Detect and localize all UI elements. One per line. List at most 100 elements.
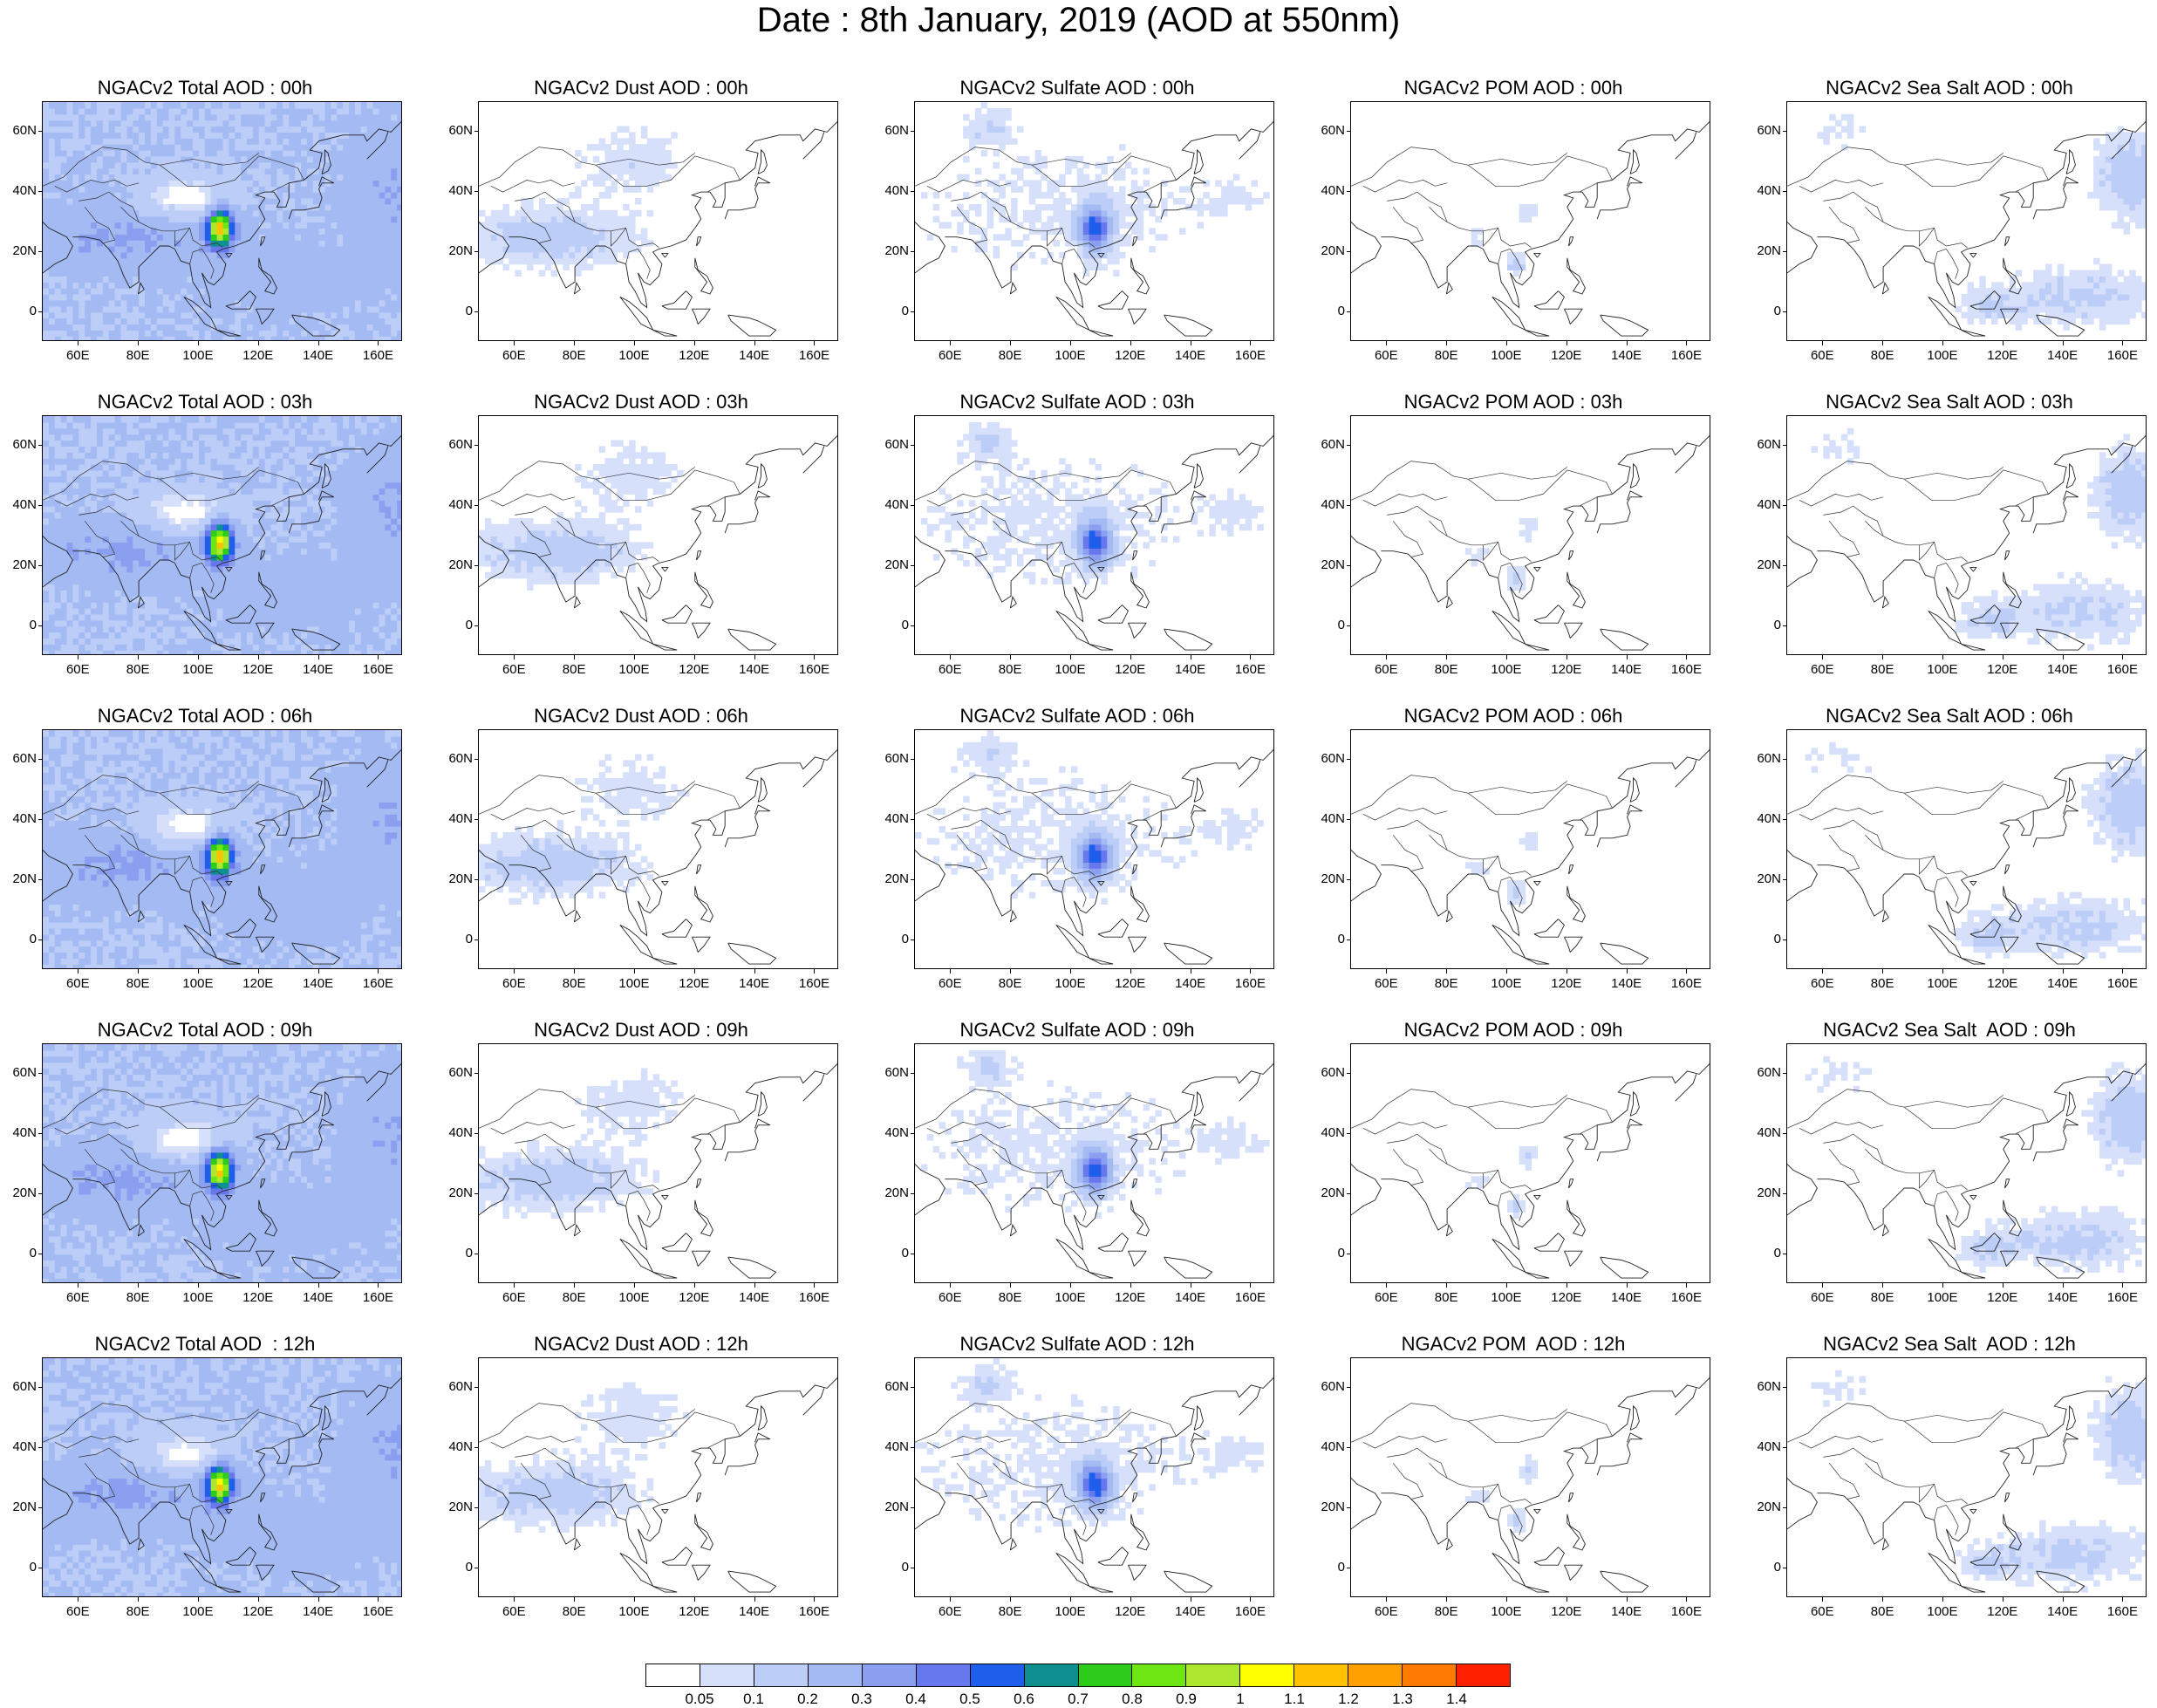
aod-cell (169, 638, 176, 645)
aod-cell (2021, 294, 2028, 301)
aod-cell (641, 144, 648, 151)
aod-cell (78, 524, 85, 531)
aod-cell (319, 300, 326, 307)
aod-cell (1071, 222, 1078, 229)
aod-cell (126, 330, 133, 337)
aod-cell (139, 132, 146, 139)
aod-cell (109, 530, 116, 537)
aod-cell (373, 120, 380, 127)
aod-cell (1179, 186, 1186, 193)
aod-cell (283, 150, 290, 157)
aod-cell (187, 312, 194, 319)
aod-cell (539, 270, 546, 277)
aod-cell (199, 216, 206, 223)
aod-cell (169, 464, 176, 471)
aod-cell (169, 530, 176, 537)
aod-cell (2016, 324, 2023, 331)
aod-cell (169, 294, 176, 301)
aod-cell (1513, 264, 1520, 271)
aod-cell (295, 234, 302, 241)
aod-cell (72, 441, 79, 447)
aod-cell (599, 222, 606, 229)
aod-cell (301, 246, 308, 253)
panel-title: NGACv2 Total AOD : 03h (0, 391, 410, 417)
aod-cell (193, 632, 200, 639)
aod-cell (593, 246, 600, 253)
aod-cell (491, 216, 498, 223)
aod-cell (67, 434, 74, 441)
aod-cell (199, 174, 206, 181)
aod-cell (1119, 144, 1126, 151)
aod-cell (151, 306, 158, 313)
aod-cell (115, 180, 122, 187)
aod-cell (1071, 234, 1078, 241)
aod-cell (993, 138, 1000, 145)
aod-cell (133, 246, 140, 253)
aod-cell (163, 318, 170, 325)
aod-cell (115, 306, 122, 313)
aod-cell (157, 186, 164, 193)
aod-cell (157, 132, 164, 139)
aod-cell (1053, 186, 1060, 193)
aod-cell (91, 488, 98, 495)
aod-cell (276, 102, 283, 109)
aod-cell (993, 252, 1000, 259)
x-tick-label: 160E (1228, 348, 1272, 364)
aod-cell (343, 210, 350, 217)
aod-cell (373, 150, 380, 157)
aod-cell (635, 198, 642, 205)
aod-cell (289, 288, 296, 295)
aod-cell (563, 246, 570, 253)
y-tick-label: 60N (1746, 123, 1781, 139)
aod-cell (103, 210, 110, 217)
aod-cell (67, 428, 74, 435)
aod-cell (85, 240, 92, 247)
aod-cell (133, 294, 140, 301)
aod-cell (43, 476, 50, 483)
aod-cell (331, 168, 338, 175)
aod-cell (109, 144, 116, 151)
aod-cell (557, 216, 564, 223)
aod-cell (2112, 162, 2119, 169)
aod-cell (2129, 300, 2136, 307)
aod-cell (145, 602, 152, 609)
y-tick-label: 60N (874, 123, 909, 139)
aod-cell (229, 264, 235, 271)
aod-cell (78, 264, 85, 271)
aod-cell (126, 458, 133, 465)
aod-cell (253, 114, 260, 121)
aod-cell (2070, 300, 2077, 307)
aod-cell (1065, 222, 1072, 229)
aod-cell (241, 174, 248, 181)
aod-cell (145, 114, 152, 121)
aod-cell (551, 270, 558, 277)
aod-cell (151, 318, 158, 325)
aod-cell (2099, 156, 2106, 163)
x-tick-label: 60E (928, 348, 972, 364)
aod-cell (139, 512, 146, 519)
aod-cell (121, 306, 128, 313)
y-tick-label: 20N (2, 243, 37, 259)
aod-cell (72, 114, 79, 121)
aod-cell (97, 578, 104, 585)
aod-cell (295, 102, 302, 109)
aod-cell (1011, 240, 1018, 247)
aod-cell (1101, 168, 1108, 175)
coastline (1970, 254, 1976, 258)
aod-cell (253, 126, 260, 133)
aod-cell (349, 144, 356, 151)
map-plot-area (42, 415, 402, 655)
aod-cell (379, 318, 386, 325)
aod-cell (325, 222, 332, 229)
aod-cell (497, 228, 504, 235)
aod-cell (2129, 204, 2136, 211)
aod-cell (1119, 210, 1126, 217)
aod-cell (2093, 180, 2100, 187)
aod-cell (157, 650, 164, 655)
aod-cell (235, 138, 242, 145)
aod-cell (49, 192, 56, 199)
aod-cell (151, 234, 158, 241)
aod-cell (563, 198, 570, 205)
aod-cell (91, 560, 98, 567)
aod-cell (521, 240, 528, 247)
